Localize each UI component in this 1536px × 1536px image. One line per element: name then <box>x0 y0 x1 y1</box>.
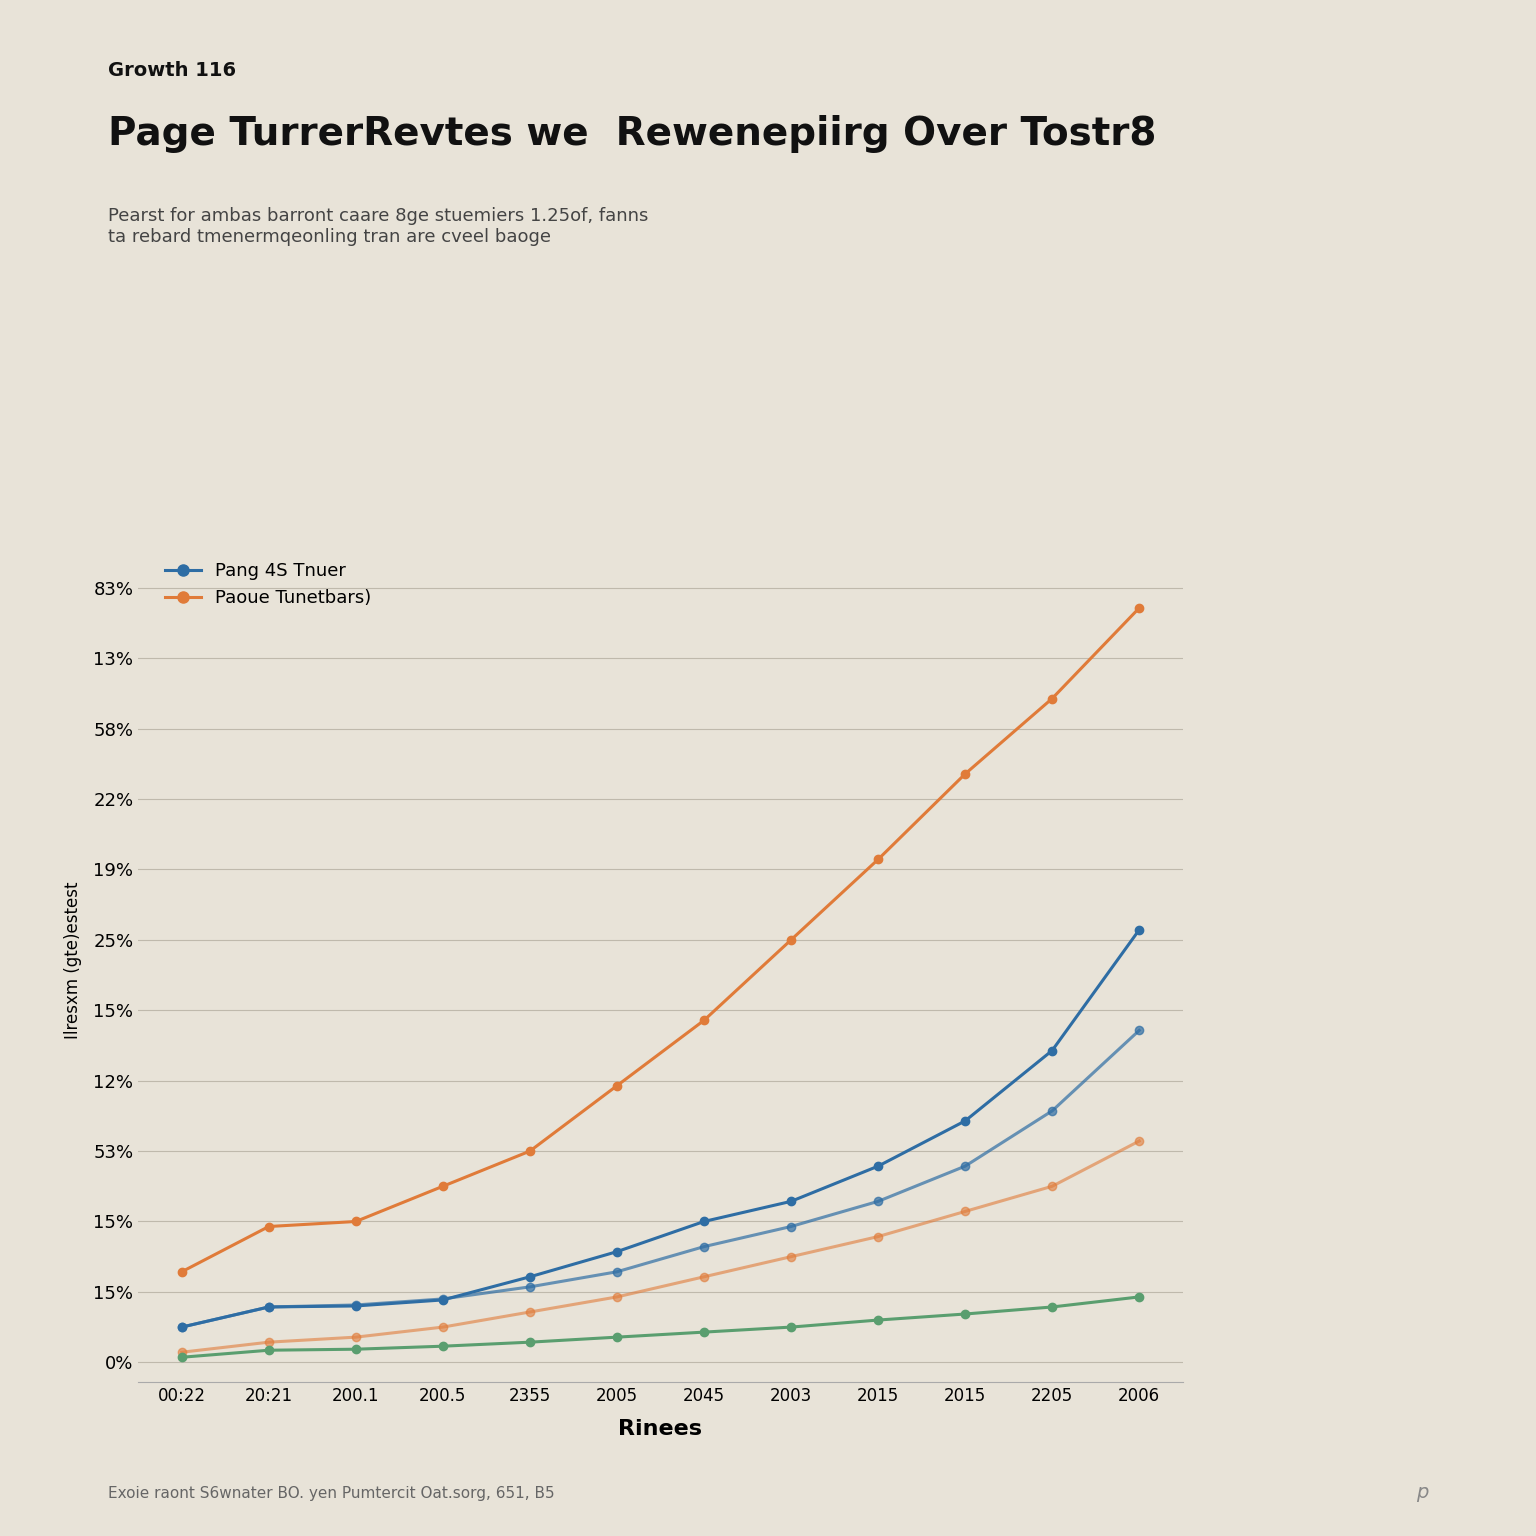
Text: Growth 116: Growth 116 <box>108 61 235 80</box>
Text: Page TurrerRevtes we  Rewenepiirg Over Tostr8: Page TurrerRevtes we Rewenepiirg Over To… <box>108 115 1157 154</box>
Text: Pearst for ambas barront caare 8ge stuemiers 1.25of, fanns
ta rebard tmenermqeon: Pearst for ambas barront caare 8ge stuem… <box>108 207 648 246</box>
X-axis label: Rinees: Rinees <box>619 1419 702 1439</box>
Legend: Pang 4S Tnuer, Paoue Tunetbars): Pang 4S Tnuer, Paoue Tunetbars) <box>158 554 379 614</box>
Text: Exoie raont S6wnater BO. yen Pumtercit Oat.sorg, 651, B5: Exoie raont S6wnater BO. yen Pumtercit O… <box>108 1485 554 1501</box>
Y-axis label: Ilresxm (gte)estest: Ilresxm (gte)estest <box>65 882 81 1038</box>
Text: p: p <box>1416 1482 1428 1502</box>
